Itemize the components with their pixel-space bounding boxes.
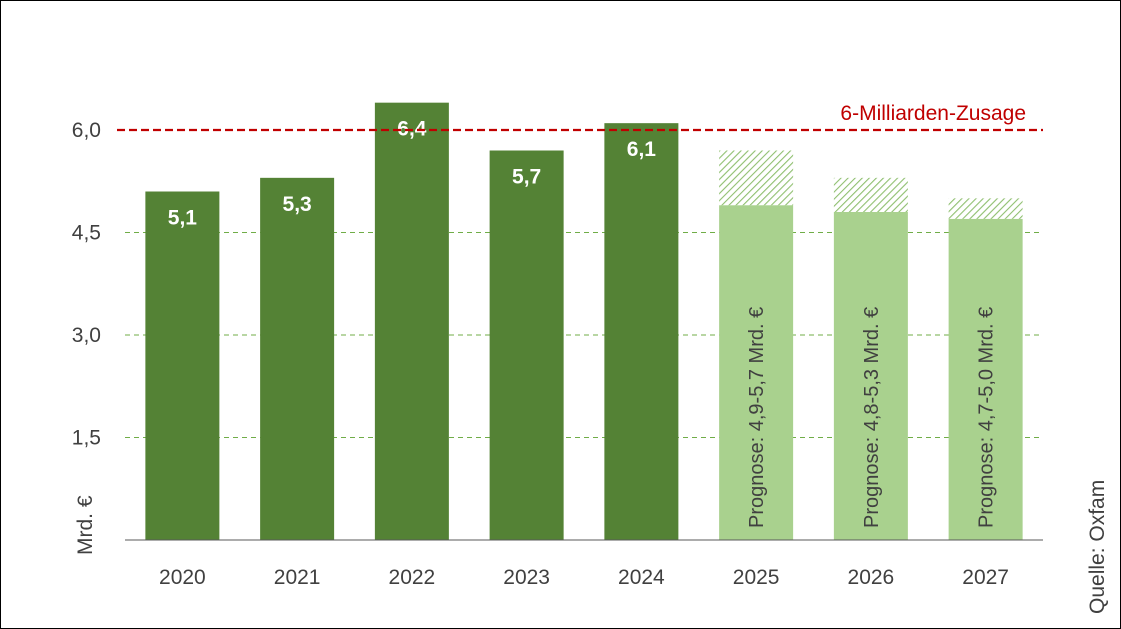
x-tick-label: 2026	[848, 566, 895, 589]
forecast-range-label: Prognose: 4,9-5,7 Mrd. €	[746, 307, 768, 528]
forecast-range-hatch	[948, 198, 1023, 219]
y-axis-label: Mrd. €	[74, 495, 97, 555]
bar-value-label: 5,1	[168, 207, 198, 230]
forecast-bar	[833, 212, 908, 540]
reference-line-group: 6-Milliarden-Zusage	[117, 102, 1043, 132]
forecast-range-hatch	[719, 150, 794, 206]
x-tick-label: 2025	[733, 566, 780, 589]
bar	[489, 150, 564, 540]
y-tick-label: 3,0	[72, 324, 101, 347]
axes: 1,5 3,0 4,5 6,0 2020 2021 2022 2023 2024 2025 2026…	[72, 119, 1043, 589]
y-tick-label: 1,5	[72, 427, 101, 450]
forecast-bar	[719, 205, 794, 540]
y-tick-label: 6,0	[72, 119, 101, 142]
x-tick-label: 2021	[274, 566, 321, 589]
bar-value-label: 5,7	[512, 166, 541, 189]
x-tick-label: 2020	[159, 566, 206, 589]
x-tick-label: 2022	[389, 566, 436, 589]
y-tick-label: 4,5	[72, 222, 101, 245]
bar-value-label: 5,3	[283, 193, 312, 216]
bar	[374, 102, 449, 541]
bar	[604, 123, 679, 541]
forecast-range-label: Prognose: 4,8-5,3 Mrd. €	[861, 307, 883, 528]
source-note: Quelle: Oxfam	[1086, 480, 1109, 614]
forecast-range-label: Prognose: 4,7-5,0 Mrd. €	[976, 307, 998, 528]
forecast-range-hatch	[833, 177, 908, 212]
bar-value-label: 6,1	[627, 138, 657, 161]
forecast-bar	[948, 218, 1023, 541]
x-tick-label: 2027	[962, 566, 1009, 589]
x-tick-label: 2023	[503, 566, 550, 589]
bar	[260, 177, 335, 541]
bar	[145, 191, 220, 540]
reference-line-label: 6-Milliarden-Zusage	[840, 102, 1026, 125]
x-tick-label: 2024	[618, 566, 665, 589]
